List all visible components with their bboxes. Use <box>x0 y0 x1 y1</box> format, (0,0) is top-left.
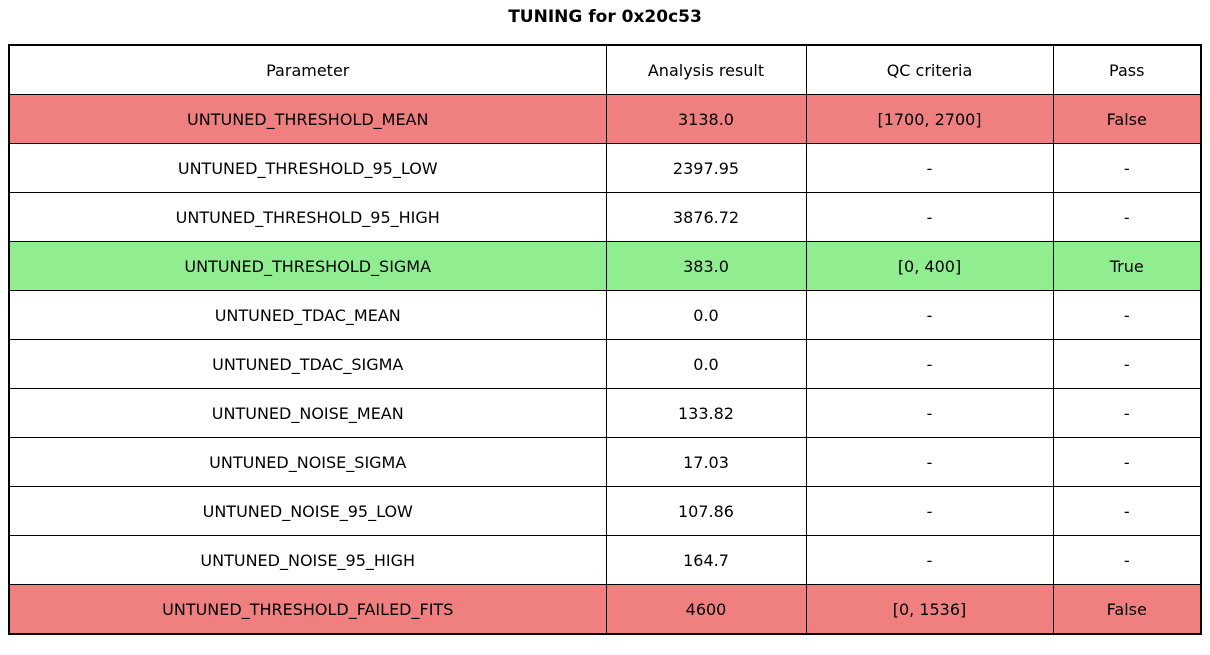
cell-analysis-result: 3138.0 <box>605 94 807 144</box>
cell-qc-criteria: [1700, 2700] <box>805 94 1054 144</box>
tuning-table: Parameter Analysis result QC criteria Pa… <box>8 44 1202 635</box>
cell-qc-criteria: - <box>805 192 1054 242</box>
cell-analysis-result: 3876.72 <box>605 192 807 242</box>
cell-parameter: UNTUNED_NOISE_95_HIGH <box>8 535 607 585</box>
table-row: UNTUNED_NOISE_95_LOW 107.86- - <box>8 486 1202 536</box>
header-qc-criteria: QC criteria <box>805 44 1054 95</box>
table-row: UNTUNED_THRESHOLD_SIGMA 383.0 [0, 400] True <box>8 241 1202 291</box>
cell-pass: True <box>1052 241 1202 291</box>
table-header: Parameter Analysis result QC criteria Pa… <box>8 44 1202 95</box>
cell-parameter: UNTUNED_NOISE_SIGMA <box>8 437 607 487</box>
cell-pass: - <box>1052 192 1202 242</box>
cell-pass: - <box>1052 535 1202 585</box>
cell-qc-criteria: [0, 1536] <box>805 584 1054 635</box>
table-row: UNTUNED_NOISE_SIGMA 17.03- - <box>8 437 1202 487</box>
header-pass: Pass <box>1052 44 1202 95</box>
cell-qc-criteria: - <box>805 290 1054 340</box>
cell-analysis-result: 383.0 <box>605 241 807 291</box>
cell-qc-criteria: - <box>805 535 1054 585</box>
page-title: TUNING for 0x20c53 <box>508 7 702 27</box>
table-row: UNTUNED_NOISE_95_HIGH 164.7- - <box>8 535 1202 585</box>
cell-qc-criteria: - <box>805 388 1054 438</box>
cell-parameter: UNTUNED_THRESHOLD_FAILED_FITS <box>8 584 607 635</box>
cell-analysis-result: 107.86 <box>605 486 807 536</box>
cell-parameter: UNTUNED_NOISE_MEAN <box>8 388 607 438</box>
cell-pass: - <box>1052 143 1202 193</box>
table-row: UNTUNED_TDAC_SIGMA 0.0- - <box>8 339 1202 389</box>
cell-analysis-result: 2397.95 <box>605 143 807 193</box>
cell-qc-criteria: - <box>805 339 1054 389</box>
cell-parameter: UNTUNED_THRESHOLD_MEAN <box>8 94 607 144</box>
cell-parameter: UNTUNED_THRESHOLD_SIGMA <box>8 241 607 291</box>
cell-analysis-result: 17.03 <box>605 437 807 487</box>
cell-parameter: UNTUNED_THRESHOLD_95_LOW <box>8 143 607 193</box>
cell-qc-criteria: - <box>805 143 1054 193</box>
cell-analysis-result: 4600 <box>605 584 807 635</box>
cell-pass: - <box>1052 290 1202 340</box>
table-row: UNTUNED_THRESHOLD_95_HIGH 3876.72- - <box>8 192 1202 242</box>
cell-parameter: UNTUNED_NOISE_95_LOW <box>8 486 607 536</box>
cell-pass: False <box>1052 94 1202 144</box>
table-row: UNTUNED_TDAC_MEAN 0.0- - <box>8 290 1202 340</box>
table-row: UNTUNED_NOISE_MEAN 133.82- - <box>8 388 1202 438</box>
header-analysis-result: Analysis result <box>605 44 807 95</box>
table-row: UNTUNED_THRESHOLD_MEAN 3138.0 [1700, 2700]… <box>8 94 1202 144</box>
cell-parameter: UNTUNED_THRESHOLD_95_HIGH <box>8 192 607 242</box>
table-row: UNTUNED_THRESHOLD_FAILED_FITS 4600 [0, 153… <box>8 584 1202 635</box>
cell-qc-criteria: - <box>805 486 1054 536</box>
table-body: UNTUNED_THRESHOLD_MEAN 3138.0 [1700, 2700]… <box>8 94 1202 635</box>
cell-pass: - <box>1052 339 1202 389</box>
table-row: UNTUNED_THRESHOLD_95_LOW 2397.95- - <box>8 143 1202 193</box>
cell-pass: - <box>1052 437 1202 487</box>
cell-analysis-result: 133.82 <box>605 388 807 438</box>
cell-analysis-result: 0.0 <box>605 339 807 389</box>
cell-parameter: UNTUNED_TDAC_MEAN <box>8 290 607 340</box>
cell-qc-criteria: - <box>805 437 1054 487</box>
cell-parameter: UNTUNED_TDAC_SIGMA <box>8 339 607 389</box>
cell-pass: - <box>1052 486 1202 536</box>
cell-analysis-result: 164.7 <box>605 535 807 585</box>
cell-qc-criteria: [0, 400] <box>805 241 1054 291</box>
cell-pass: False <box>1052 584 1202 635</box>
header-row: Parameter Analysis result QC criteria Pa… <box>8 44 1202 95</box>
cell-pass: - <box>1052 388 1202 438</box>
header-parameter: Parameter <box>8 44 607 95</box>
cell-analysis-result: 0.0 <box>605 290 807 340</box>
